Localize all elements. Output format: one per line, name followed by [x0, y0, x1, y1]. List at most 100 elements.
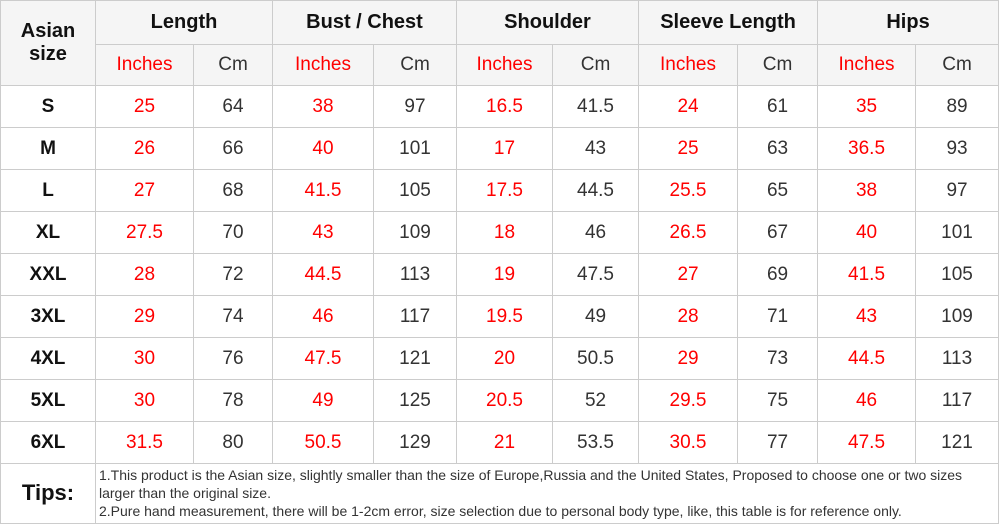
cm-value-cell: 63 [737, 127, 819, 170]
cm-value-cell: 49 [551, 295, 640, 338]
cm-value-cell: 77 [737, 421, 819, 464]
size-label-cell: M [0, 127, 96, 170]
cm-value-cell: 61 [737, 85, 819, 128]
cm-value-cell: 97 [373, 85, 457, 128]
size-label-cell: 6XL [0, 421, 96, 464]
inches-value-cell: 41.5 [817, 253, 917, 296]
cm-value-cell: 105 [915, 253, 1000, 296]
inches-value-cell: 50.5 [272, 421, 374, 464]
group-header-cell: Length [95, 0, 273, 45]
inches-value-cell: 17.5 [456, 169, 553, 212]
cm-value-cell: 74 [193, 295, 273, 338]
tip-line: 1.This product is the Asian size, slight… [99, 467, 963, 502]
cm-value-cell: 75 [737, 379, 819, 422]
cm-value-cell: 47.5 [551, 253, 640, 296]
inches-value-cell: 19.5 [456, 295, 553, 338]
inches-value-cell: 30 [95, 337, 194, 380]
inches-value-cell: 29 [95, 295, 194, 338]
size-row: 3XL 29 74 46 117 19.5 49 28 71 43 109 [0, 295, 1000, 338]
size-row: XL 27.5 70 43 109 18 46 26.5 67 40 101 [0, 211, 1000, 254]
cm-value-cell: 65 [737, 169, 819, 212]
table-footer: Tips: 1.This product is the Asian size, … [0, 463, 1000, 524]
unit-header-cell: Inches [272, 44, 374, 86]
cm-value-cell: 105 [373, 169, 457, 212]
cm-value-cell: 117 [915, 379, 1000, 422]
cm-value-cell: 46 [551, 211, 640, 254]
inches-value-cell: 38 [272, 85, 374, 128]
cm-value-cell: 113 [373, 253, 457, 296]
cm-value-cell: 66 [193, 127, 273, 170]
inches-value-cell: 36.5 [817, 127, 917, 170]
group-header-cell: Sleeve Length [638, 0, 819, 45]
group-header-row: Asian size Length Bust / Chest Shoulder Slee… [0, 0, 1000, 86]
cm-value-cell: 80 [193, 421, 273, 464]
inches-value-cell: 25.5 [638, 169, 739, 212]
inches-value-cell: 40 [272, 127, 374, 170]
tip-line: 2.Pure hand measurement, there will be 1… [99, 503, 902, 520]
inches-value-cell: 18 [456, 211, 553, 254]
inches-value-cell: 20 [456, 337, 553, 380]
size-row: 5XL 30 78 49 125 20.5 52 29.5 75 46 117 [0, 379, 1000, 422]
cm-value-cell: 129 [373, 421, 457, 464]
table-header: Asian size Length Bust / Chest Shoulder Slee… [0, 0, 1000, 86]
unit-header-cell: Inches [95, 44, 194, 86]
cm-value-cell: 109 [915, 295, 1000, 338]
inches-value-cell: 20.5 [456, 379, 553, 422]
size-rows: S 25 64 38 97 16.5 41.5 24 61 35 89 M 26 66 40 101 17 43 2… [0, 85, 1000, 464]
inches-value-cell: 44.5 [817, 337, 917, 380]
inches-value-cell: 26.5 [638, 211, 739, 254]
cm-value-cell: 121 [915, 421, 1000, 464]
cm-value-cell: 101 [373, 127, 457, 170]
cm-value-cell: 52 [551, 379, 640, 422]
group-header-cell: Hips [817, 0, 1000, 45]
size-label-cell: 4XL [0, 337, 96, 380]
unit-header-cell: Cm [373, 44, 457, 86]
inches-value-cell: 40 [817, 211, 917, 254]
size-row: M 26 66 40 101 17 43 25 63 36.5 93 [0, 127, 1000, 170]
size-row: L 27 68 41.5 105 17.5 44.5 25.5 65 38 97 [0, 169, 1000, 212]
unit-header-cell: Cm [737, 44, 819, 86]
cm-value-cell: 101 [915, 211, 1000, 254]
cm-value-cell: 113 [915, 337, 1000, 380]
group-header-cell: Bust / Chest [272, 0, 457, 45]
inches-value-cell: 31.5 [95, 421, 194, 464]
cm-value-cell: 64 [193, 85, 273, 128]
cm-value-cell: 78 [193, 379, 273, 422]
inches-value-cell: 47.5 [817, 421, 917, 464]
unit-header-cell: Inches [817, 44, 917, 86]
tips-row: Tips: 1.This product is the Asian size, … [0, 463, 1000, 524]
cm-value-cell: 89 [915, 85, 1000, 128]
size-label-cell: 3XL [0, 295, 96, 338]
inches-value-cell: 25 [638, 127, 739, 170]
size-label-cell: S [0, 85, 96, 128]
cm-value-cell: 121 [373, 337, 457, 380]
inches-value-cell: 25 [95, 85, 194, 128]
inches-value-cell: 26 [95, 127, 194, 170]
size-row: 4XL 30 76 47.5 121 20 50.5 29 73 44.5 113 [0, 337, 1000, 380]
cm-value-cell: 117 [373, 295, 457, 338]
cm-value-cell: 44.5 [551, 169, 640, 212]
inches-value-cell: 17 [456, 127, 553, 170]
tips-text-cell: 1.This product is the Asian size, slight… [94, 463, 1000, 524]
size-label-cell: XL [0, 211, 96, 254]
inches-value-cell: 46 [817, 379, 917, 422]
unit-header-cell: Cm [551, 44, 640, 86]
cm-value-cell: 93 [915, 127, 1000, 170]
unit-header-cell: Cm [193, 44, 273, 86]
inches-value-cell: 46 [272, 295, 374, 338]
inches-value-cell: 41.5 [272, 169, 374, 212]
cm-value-cell: 70 [193, 211, 273, 254]
group-header-cell: Shoulder [455, 0, 640, 45]
size-row: S 25 64 38 97 16.5 41.5 24 61 35 89 [0, 85, 1000, 128]
size-label-cell: 5XL [0, 379, 96, 422]
inches-value-cell: 21 [456, 421, 553, 464]
cm-value-cell: 73 [737, 337, 819, 380]
inches-value-cell: 28 [638, 295, 739, 338]
cm-value-cell: 76 [193, 337, 273, 380]
inches-value-cell: 49 [272, 379, 374, 422]
size-row: 6XL 31.5 80 50.5 129 21 53.5 30.5 77 47.5 121 [0, 421, 1000, 464]
corner-header-cell: Asian size [0, 0, 96, 86]
inches-value-cell: 30.5 [638, 421, 739, 464]
inches-value-cell: 43 [817, 295, 917, 338]
